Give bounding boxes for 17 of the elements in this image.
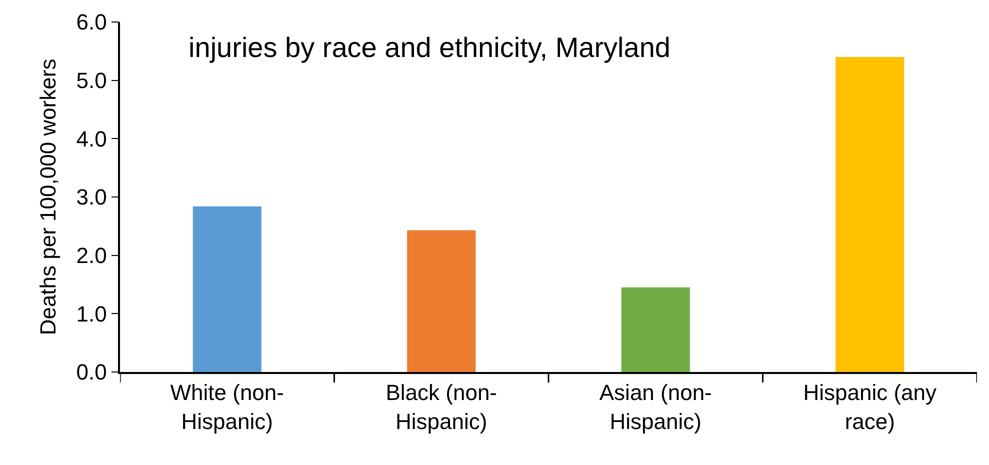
y-tick-label: 5.0 (76, 68, 107, 94)
chart-title: injuries by race and ethnicity, Maryland (188, 32, 670, 63)
y-tick-label: 0.0 (76, 360, 107, 385)
x-tick-label: Black (non-Hispanic) (386, 380, 498, 434)
y-tick-label: 1.0 (76, 301, 107, 326)
y-tick-label: 6.0 (76, 10, 107, 35)
bar (192, 206, 262, 372)
x-tick-label: White (non-Hispanic) (170, 380, 284, 434)
y-axis-title: Deaths per 100,000 workers (36, 58, 61, 336)
bar (621, 287, 690, 372)
y-tick-label: 2.0 (76, 243, 107, 268)
bar (407, 230, 476, 372)
x-tick-label: Asian (non-Hispanic) (599, 380, 712, 434)
y-tick-label: 3.0 (76, 184, 107, 210)
bar (836, 57, 904, 372)
y-tick-label: 4.0 (76, 126, 107, 152)
x-tick-label: Hispanic (any race) (803, 380, 937, 434)
